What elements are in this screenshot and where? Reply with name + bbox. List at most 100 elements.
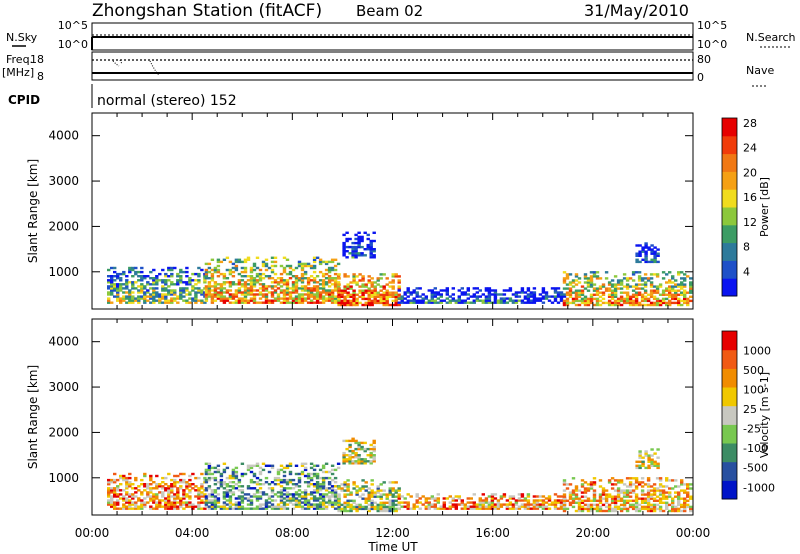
velocity-cell xyxy=(538,505,543,508)
velocity-cell xyxy=(523,505,528,508)
power-cell xyxy=(665,293,669,296)
velocity-cell xyxy=(128,503,132,506)
velocity-cell xyxy=(607,479,612,482)
velocity-cell xyxy=(327,499,332,502)
velocity-cell xyxy=(394,503,398,507)
power-cell xyxy=(674,301,678,305)
power-cell xyxy=(379,297,383,301)
velocity-cell xyxy=(346,479,350,482)
power-cell xyxy=(336,262,341,266)
velocity-cell xyxy=(616,487,621,490)
velocity-cell xyxy=(110,478,114,482)
power-cell xyxy=(502,293,507,296)
power-cell xyxy=(394,293,398,296)
power-cell xyxy=(367,291,371,294)
velocity-cell xyxy=(628,489,633,492)
power-cell xyxy=(318,279,323,282)
velocity-cell xyxy=(634,481,639,484)
velocity-cell xyxy=(556,507,561,510)
velocity-cell xyxy=(228,503,233,506)
velocity-cell xyxy=(457,497,461,500)
power-cell xyxy=(143,299,147,302)
velocity-cell xyxy=(379,495,383,498)
power-cell xyxy=(610,303,615,307)
velocity-cell xyxy=(303,462,308,465)
velocity-cell xyxy=(309,462,314,465)
velocity-cell xyxy=(372,460,376,463)
velocity-cell xyxy=(406,503,410,506)
power-cell xyxy=(258,268,263,272)
power-cell xyxy=(315,285,320,288)
velocity-cell xyxy=(340,483,344,486)
velocity-cell xyxy=(674,507,678,511)
power-cell xyxy=(191,272,195,276)
velocity-colorbar-segment xyxy=(722,387,737,407)
velocity-cell xyxy=(267,470,272,474)
velocity-cell xyxy=(661,497,666,500)
power-cell xyxy=(300,297,305,300)
power-cell xyxy=(607,289,612,292)
power-cell xyxy=(234,264,239,268)
velocity-cell xyxy=(270,491,275,494)
power-cell xyxy=(225,277,230,280)
power-cell xyxy=(312,277,317,280)
velocity-cell xyxy=(647,464,651,467)
power-cell xyxy=(261,287,266,290)
power-cell xyxy=(379,299,383,303)
power-cell xyxy=(652,285,657,288)
velocity-cell xyxy=(616,479,621,482)
power-cell xyxy=(134,297,138,300)
power-cell xyxy=(264,299,269,302)
power-cell xyxy=(140,279,144,282)
velocity-cell xyxy=(372,449,376,453)
velocity-cell xyxy=(345,460,349,463)
power-cell xyxy=(487,301,492,304)
velocity-cell xyxy=(478,503,482,506)
velocity-cell xyxy=(592,507,597,511)
power-cell xyxy=(469,301,473,304)
power-cell xyxy=(164,301,168,304)
velocity-cell xyxy=(502,503,507,506)
velocity-cell xyxy=(562,509,567,513)
power-colorbar-tick: 20 xyxy=(743,166,757,179)
power-cell xyxy=(188,279,192,282)
power-cell xyxy=(668,287,672,290)
power-cell xyxy=(155,295,159,298)
power-cell xyxy=(182,299,186,302)
power-cell xyxy=(146,299,150,302)
velocity-cell xyxy=(640,505,645,509)
velocity-cell xyxy=(680,483,684,486)
velocity-cell xyxy=(652,483,657,486)
power-cell xyxy=(517,299,522,302)
velocity-cell xyxy=(406,507,410,510)
power-cell xyxy=(580,285,585,288)
velocity-cell xyxy=(665,501,669,504)
velocity-cell xyxy=(607,503,612,507)
power-cell xyxy=(246,301,251,304)
power-cell xyxy=(595,287,600,290)
velocity-cell xyxy=(490,499,495,502)
velocity-cell xyxy=(366,447,370,451)
velocity-cell xyxy=(370,503,374,507)
power-cell xyxy=(646,277,651,280)
velocity-cell xyxy=(279,468,284,472)
velocity-cell xyxy=(547,503,552,506)
velocity-cell xyxy=(216,493,221,496)
velocity-cell xyxy=(173,499,177,502)
power-cell xyxy=(562,301,567,305)
power-cell xyxy=(686,297,690,301)
power-cell xyxy=(544,291,549,294)
velocity-cell xyxy=(134,476,138,480)
power-cell xyxy=(643,285,648,288)
velocity-colorbar-label: Velocity [m s-1] xyxy=(758,372,771,458)
power-cell xyxy=(258,291,263,294)
velocity-cell xyxy=(352,483,356,486)
power-cell xyxy=(367,297,371,301)
velocity-cell xyxy=(194,505,198,508)
velocity-cell xyxy=(553,505,558,508)
velocity-cell xyxy=(490,505,495,508)
power-cell xyxy=(351,241,355,245)
velocity-cell xyxy=(291,499,296,502)
power-cell xyxy=(439,289,443,292)
